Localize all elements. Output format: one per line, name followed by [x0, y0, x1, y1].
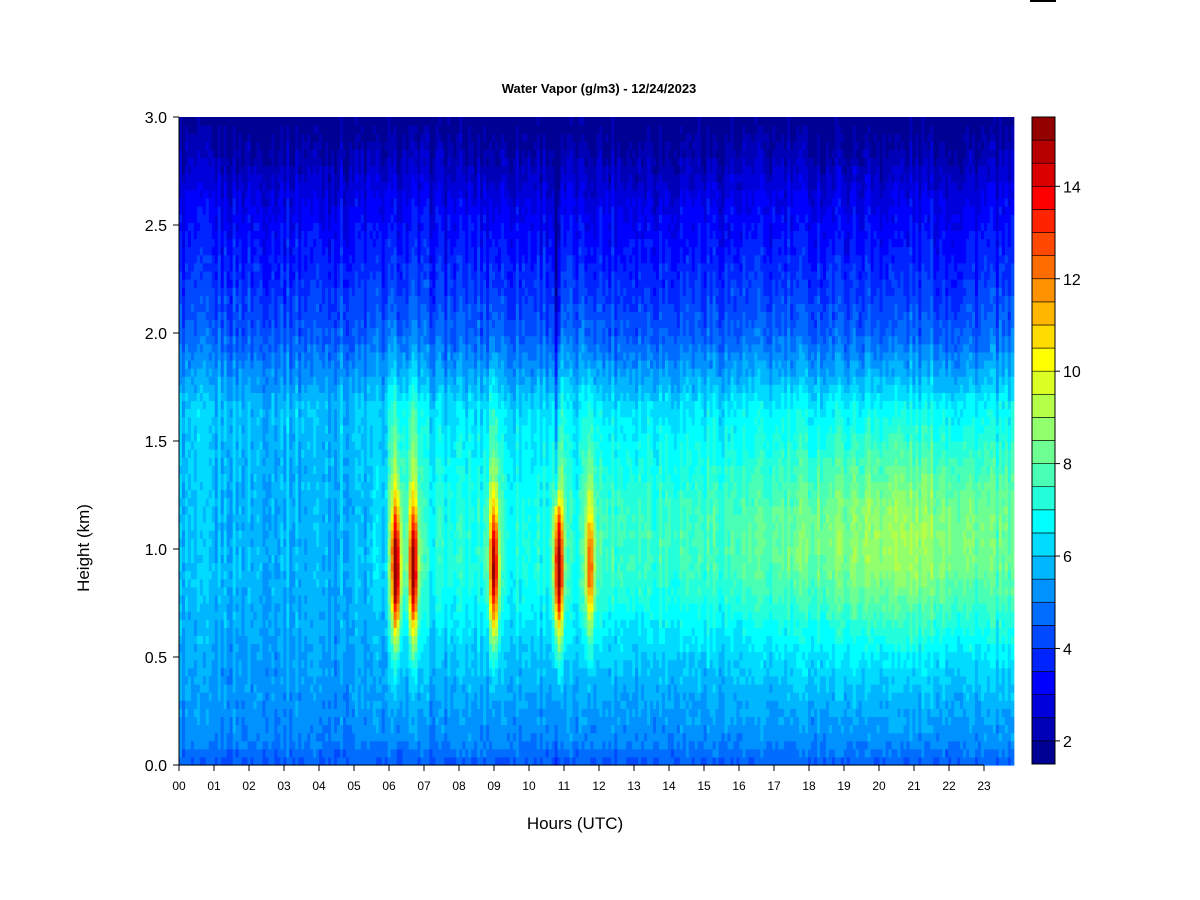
chart-title: Water Vapor (g/m3) - 12/24/2023 [502, 81, 697, 96]
heatmap-field [179, 117, 1014, 766]
